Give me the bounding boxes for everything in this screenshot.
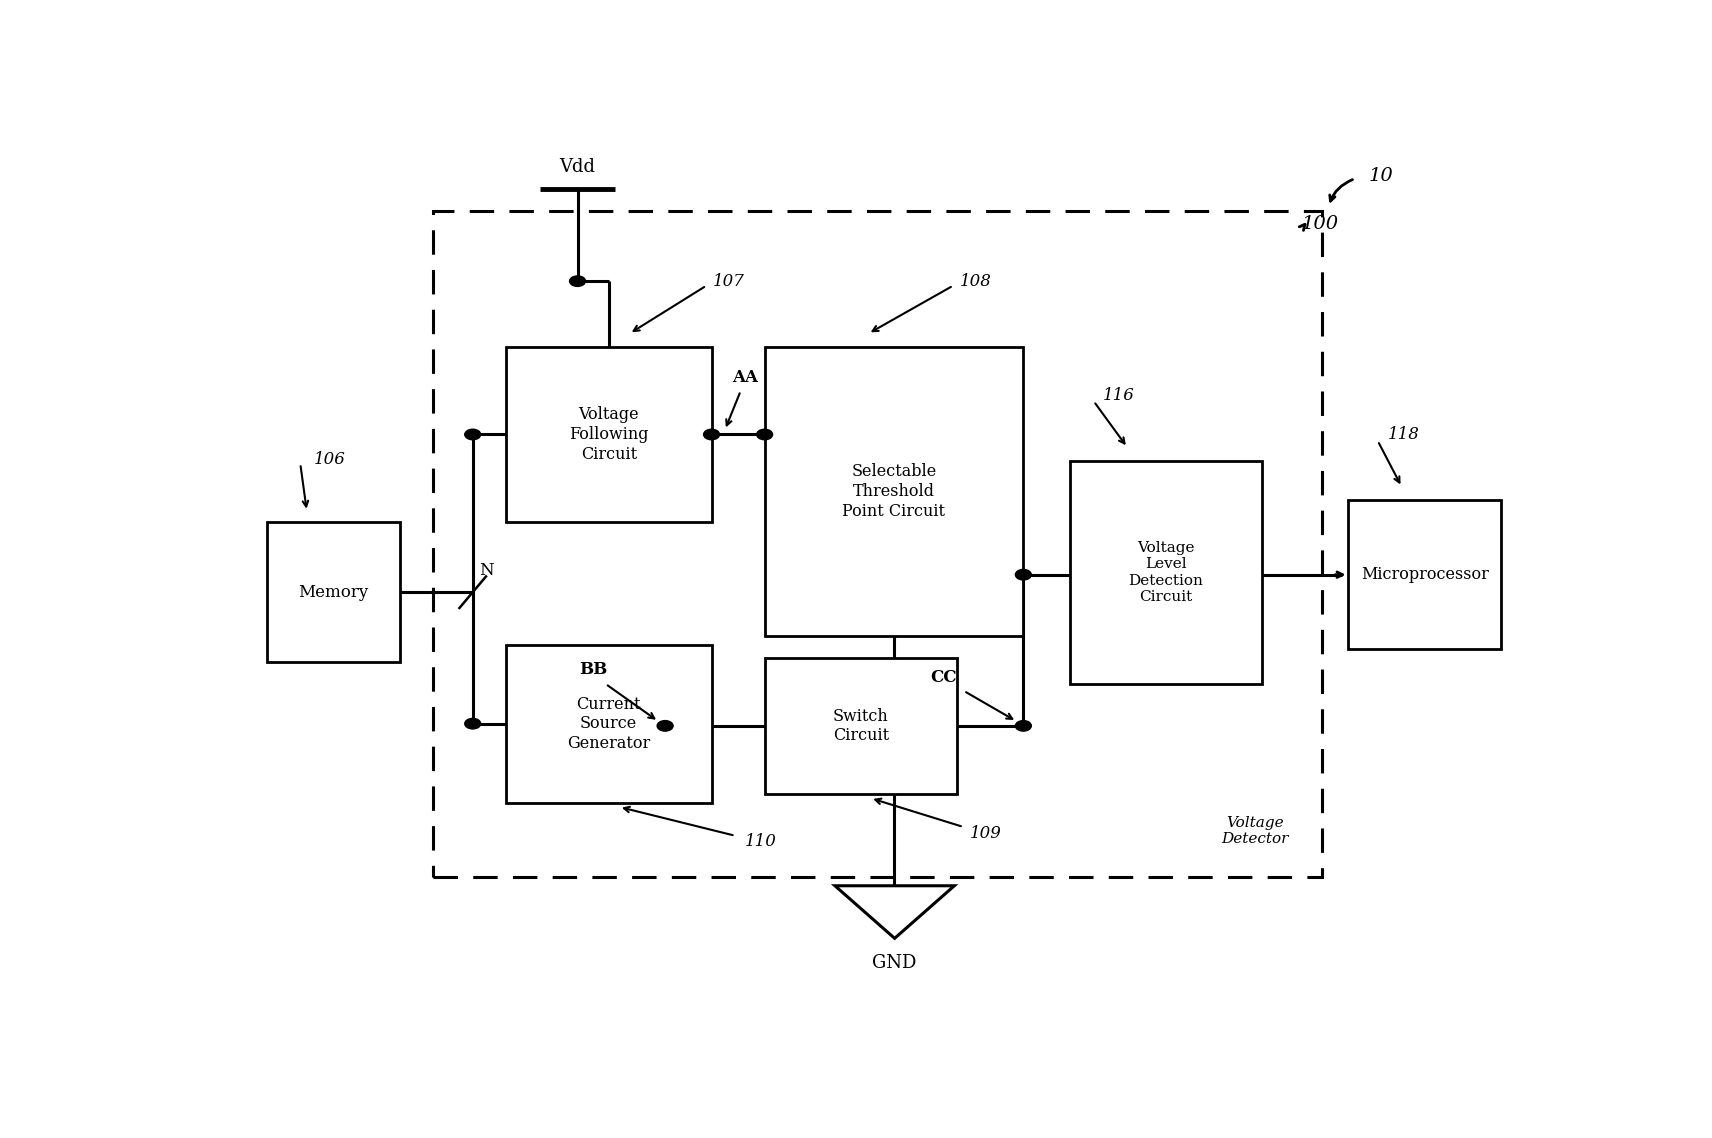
Text: 10: 10 (1368, 167, 1394, 185)
Text: Voltage
Following
Circuit: Voltage Following Circuit (568, 406, 649, 462)
Text: CC: CC (931, 669, 957, 686)
Text: AA: AA (731, 370, 758, 386)
Text: BB: BB (579, 661, 608, 677)
Text: Vdd: Vdd (560, 158, 596, 176)
Text: 100: 100 (1301, 215, 1339, 233)
FancyBboxPatch shape (765, 658, 957, 794)
Text: GND: GND (873, 954, 918, 972)
Text: 116: 116 (1103, 387, 1135, 404)
Text: Voltage
Detector: Voltage Detector (1221, 816, 1289, 847)
Text: 110: 110 (745, 833, 777, 850)
Circle shape (570, 275, 586, 287)
Text: 108: 108 (960, 273, 991, 290)
FancyBboxPatch shape (507, 645, 712, 802)
Circle shape (464, 718, 481, 729)
Text: Current
Source
Generator: Current Source Generator (567, 695, 651, 752)
Text: 109: 109 (971, 825, 1002, 842)
Circle shape (757, 429, 772, 439)
Text: 118: 118 (1388, 426, 1419, 443)
Circle shape (1015, 569, 1031, 580)
Text: Microprocessor: Microprocessor (1361, 567, 1489, 583)
Text: Switch
Circuit: Switch Circuit (832, 708, 889, 744)
FancyBboxPatch shape (1070, 461, 1262, 684)
FancyBboxPatch shape (507, 347, 712, 522)
Circle shape (464, 429, 481, 439)
Text: 107: 107 (714, 273, 745, 290)
Text: N: N (479, 562, 495, 579)
FancyBboxPatch shape (765, 347, 1024, 636)
Text: 106: 106 (313, 451, 346, 468)
Circle shape (704, 429, 719, 439)
FancyBboxPatch shape (267, 522, 399, 662)
Circle shape (657, 720, 673, 731)
Text: Selectable
Threshold
Point Circuit: Selectable Threshold Point Circuit (842, 463, 945, 520)
FancyBboxPatch shape (1349, 501, 1501, 649)
Circle shape (1015, 720, 1031, 731)
Text: Memory: Memory (298, 584, 368, 601)
Text: Voltage
Level
Detection
Circuit: Voltage Level Detection Circuit (1128, 542, 1204, 604)
